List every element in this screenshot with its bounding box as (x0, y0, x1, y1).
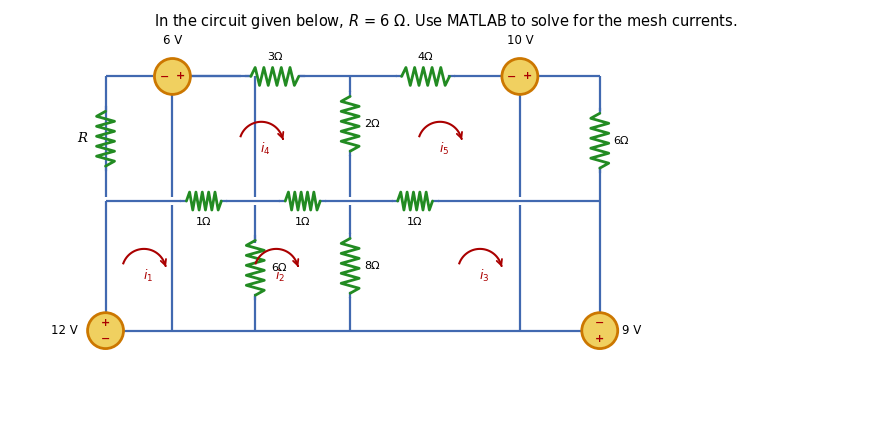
Text: 10 V: 10 V (507, 34, 533, 47)
Text: 12 V: 12 V (51, 324, 78, 337)
Text: −: − (101, 334, 111, 344)
Text: 1Ω: 1Ω (295, 217, 310, 227)
Text: 3Ω: 3Ω (267, 52, 283, 62)
Text: +: + (176, 72, 186, 82)
Text: 2Ω: 2Ω (364, 119, 380, 129)
Text: 6Ω: 6Ω (614, 136, 629, 146)
Text: 1Ω: 1Ω (408, 217, 423, 227)
Text: 8Ω: 8Ω (364, 261, 380, 271)
Text: +: + (101, 317, 110, 327)
Circle shape (582, 313, 618, 349)
Text: −: − (508, 72, 516, 82)
Text: 4Ω: 4Ω (417, 52, 434, 62)
Text: 9 V: 9 V (622, 324, 641, 337)
Text: +: + (595, 334, 605, 344)
Text: −: − (595, 317, 605, 327)
Text: $i_3$: $i_3$ (479, 268, 489, 284)
Text: 6Ω: 6Ω (271, 263, 286, 273)
Text: $i_5$: $i_5$ (439, 141, 450, 157)
Text: 1Ω: 1Ω (196, 217, 211, 227)
Text: −: − (160, 72, 169, 82)
Circle shape (87, 313, 123, 349)
Text: $i_2$: $i_2$ (276, 268, 285, 284)
Text: In the circuit given below, $R$ = 6 Ω. Use MATLAB to solve for the mesh currents: In the circuit given below, $R$ = 6 Ω. U… (154, 12, 738, 31)
Text: $i_1$: $i_1$ (143, 268, 153, 284)
Text: 6 V: 6 V (163, 34, 182, 47)
Text: +: + (524, 72, 533, 82)
Text: $i_4$: $i_4$ (260, 141, 270, 157)
Text: R: R (78, 132, 87, 145)
Circle shape (154, 58, 190, 95)
Circle shape (502, 58, 538, 95)
